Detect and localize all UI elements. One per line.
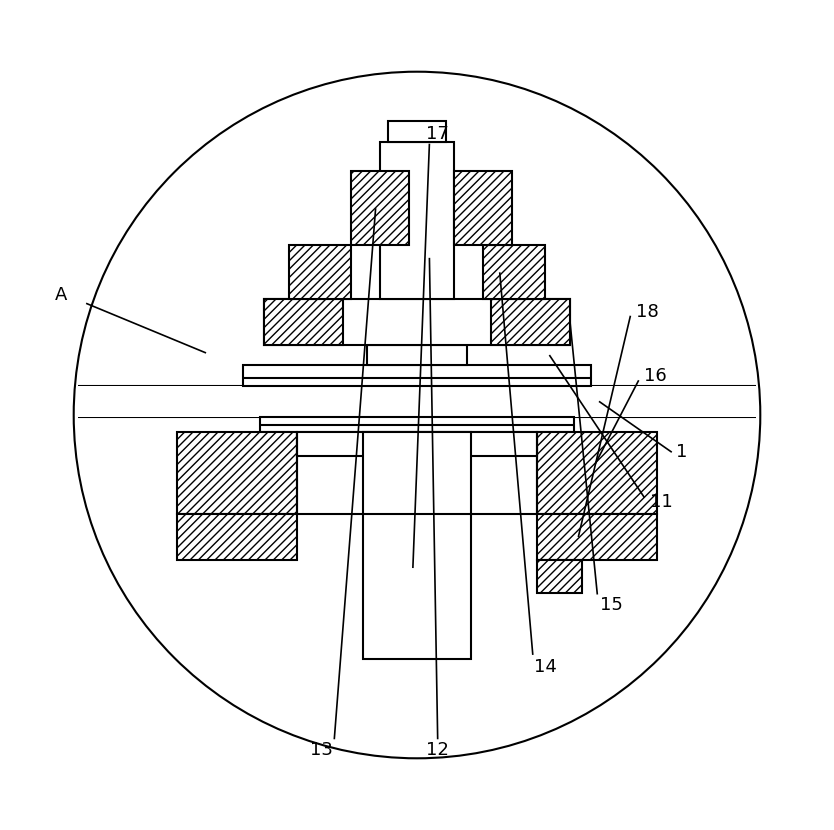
Bar (537, 515, 657, 559)
Text: 16: 16 (644, 367, 666, 385)
Bar (264, 299, 570, 344)
Bar (289, 246, 351, 299)
Bar (388, 121, 446, 142)
Bar (297, 432, 537, 457)
Text: 14: 14 (534, 658, 556, 676)
Bar (491, 299, 570, 344)
Text: 17: 17 (426, 124, 450, 143)
Bar (364, 432, 470, 659)
Bar (367, 344, 467, 365)
Bar (177, 515, 297, 559)
Text: 13: 13 (310, 741, 334, 759)
Text: 18: 18 (636, 303, 658, 320)
Bar (244, 365, 590, 386)
Text: A: A (55, 286, 68, 304)
Text: 1: 1 (676, 443, 687, 461)
Bar (351, 171, 409, 246)
Bar (297, 432, 537, 515)
Text: 12: 12 (426, 741, 450, 759)
Text: 15: 15 (600, 596, 623, 614)
Bar (177, 432, 297, 515)
Bar (379, 142, 455, 299)
Bar (537, 432, 657, 515)
Bar (455, 171, 512, 246)
Text: 11: 11 (650, 493, 672, 510)
Bar (537, 559, 582, 593)
Bar (78, 386, 756, 417)
Bar (264, 299, 343, 344)
Bar (483, 246, 545, 299)
Bar (260, 417, 574, 432)
